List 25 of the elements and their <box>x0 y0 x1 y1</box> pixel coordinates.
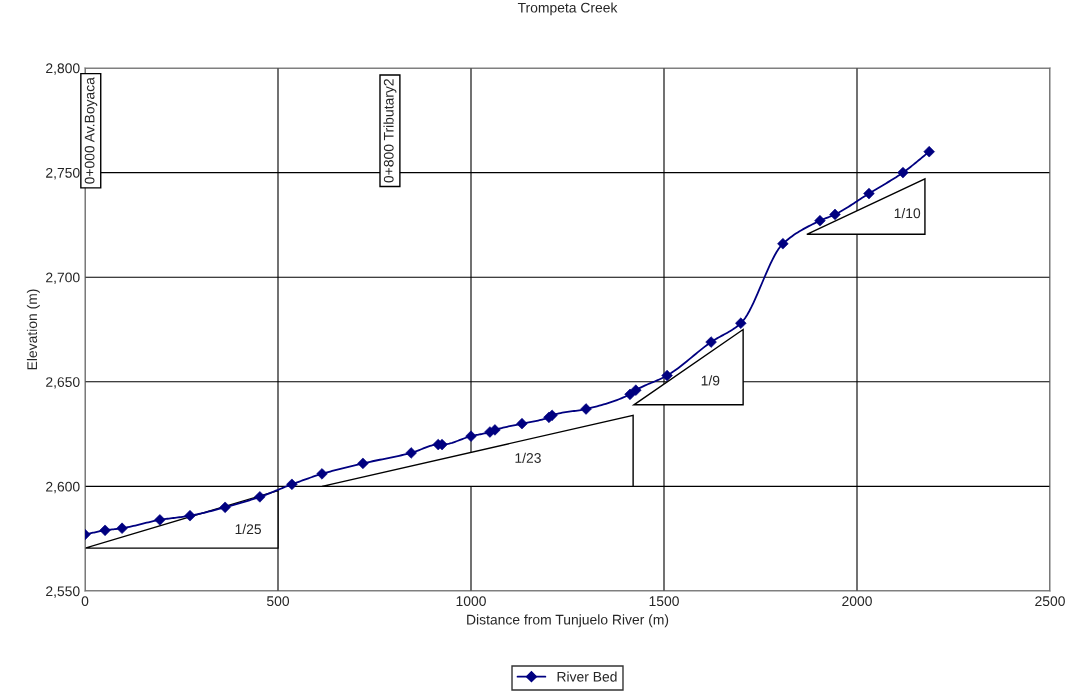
point <box>630 384 642 396</box>
x-tick-label: 2500 <box>1035 596 1065 607</box>
y-tick-label: 2,700 <box>46 272 80 285</box>
y-tick-label: 2,800 <box>46 63 80 75</box>
y-tick-label: 2,550 <box>46 586 80 598</box>
x-tick-label: 1000 <box>456 596 486 607</box>
y-tick-label: 2,750 <box>46 167 80 180</box>
annotation: 1/23 <box>515 452 541 463</box>
x-axis-title: Distance from Tunjuelo River (m) <box>467 614 669 628</box>
annotation: 0+000 Av.Boyaca <box>84 77 98 184</box>
y-tick-label: 2,600 <box>46 481 80 494</box>
point <box>154 514 166 526</box>
chart-title: Trompeta Creek <box>517 2 618 16</box>
y-tick-label: 2,650 <box>46 377 80 389</box>
annotation: 1/9 <box>701 375 720 386</box>
annotation: 0+800 Tributary2 <box>383 79 397 183</box>
annotation: 1/10 <box>894 207 921 219</box>
y-axis-title: Elevation (m) <box>26 289 40 370</box>
x-tick-label: 0 <box>81 596 89 607</box>
x-tick-label: 2000 <box>842 596 872 607</box>
point <box>405 447 417 459</box>
x-tick-label: 1500 <box>649 596 679 607</box>
legend-label: River Bed <box>557 671 617 682</box>
x-tick-label: 500 <box>266 596 290 607</box>
annotation: 1/25 <box>235 523 262 535</box>
